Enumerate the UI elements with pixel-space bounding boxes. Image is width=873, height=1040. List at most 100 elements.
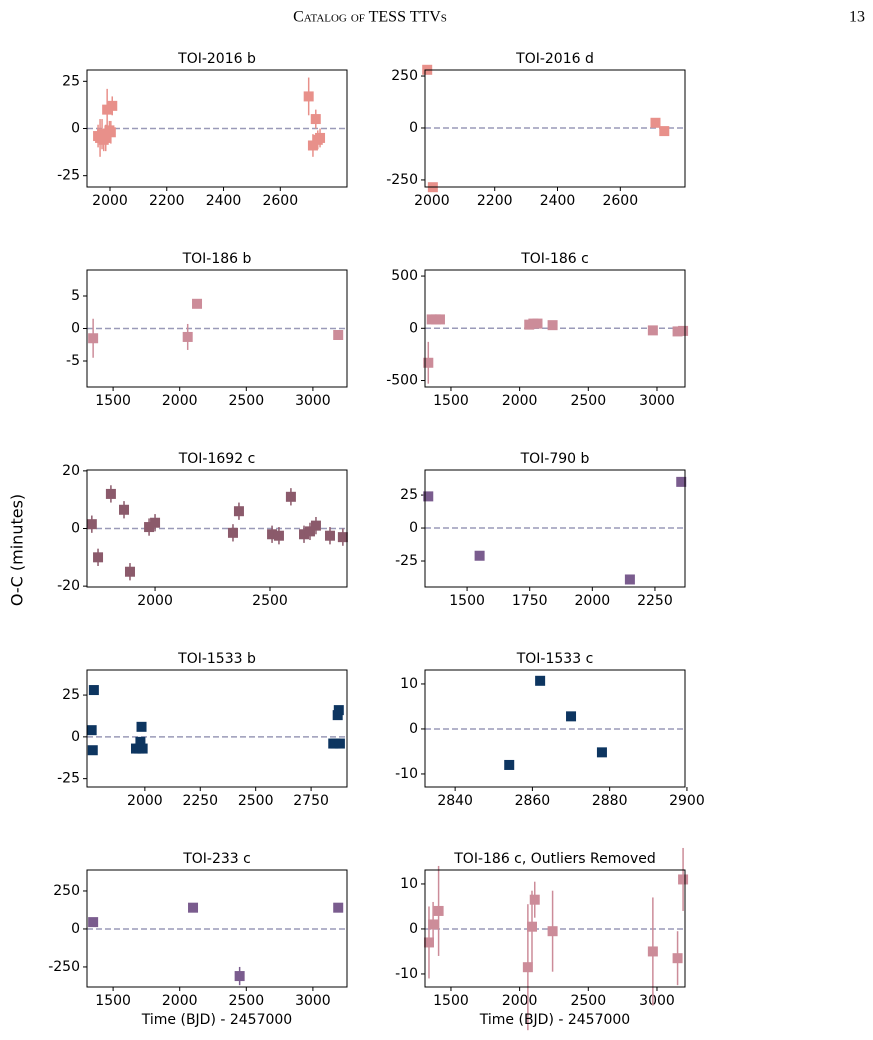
x-tick-label: 3000 — [295, 393, 331, 409]
x-tick-label: 2500 — [570, 393, 606, 409]
point — [647, 325, 658, 336]
y-tick-label: 10 — [400, 876, 418, 892]
point — [227, 527, 238, 538]
point — [188, 902, 199, 913]
panel-title: TOI-1533 c — [516, 651, 594, 667]
point — [136, 721, 147, 732]
x-tick-label: 2000 — [502, 993, 538, 1009]
panel-title: TOI-1533 b — [177, 651, 256, 667]
plot-frame — [424, 69, 686, 188]
x-tick-label: 2000 — [127, 793, 163, 809]
point — [93, 552, 104, 563]
point — [144, 522, 155, 533]
panel-title: TOI-790 b — [520, 451, 590, 467]
y-tick-label: -250 — [386, 172, 418, 188]
point — [333, 705, 344, 716]
point — [192, 298, 203, 309]
y-tick-label: 250 — [391, 68, 418, 84]
x-axis-label: Time (BJD) - 2457000 — [479, 1012, 630, 1028]
x-tick-label: 2000 — [575, 593, 611, 609]
y-axis-label: O-C (minutes) — [8, 494, 27, 606]
x-tick-label: 2000 — [92, 193, 128, 209]
running-title: Catalog of TESS TTVs — [293, 9, 447, 26]
y-tick-label: 0 — [409, 320, 418, 336]
plot-frame — [424, 469, 686, 588]
point — [234, 971, 245, 982]
x-tick-label: 1500 — [433, 393, 469, 409]
panel-title: TOI-186 c — [520, 251, 589, 267]
point — [86, 519, 97, 530]
point — [105, 127, 116, 138]
point — [504, 759, 515, 770]
plot-frame — [424, 869, 686, 988]
y-tick-label: 25 — [62, 687, 80, 703]
x-tick-label: 2750 — [293, 793, 329, 809]
point — [273, 530, 284, 541]
point — [119, 504, 130, 515]
point — [535, 675, 546, 686]
y-tick-label: 0 — [71, 921, 80, 937]
x-tick-label: 2860 — [515, 793, 551, 809]
plot-frame — [86, 669, 348, 788]
point — [672, 953, 683, 964]
y-tick-label: -500 — [386, 373, 418, 389]
y-tick-label: -20 — [57, 578, 80, 594]
point — [303, 91, 314, 102]
point — [299, 529, 310, 540]
plot-frame — [86, 869, 348, 988]
y-tick-label: 0 — [71, 729, 80, 745]
point — [86, 725, 97, 736]
point — [672, 326, 683, 337]
x-tick-label: 1500 — [95, 993, 131, 1009]
point — [678, 874, 689, 885]
x-tick-label: 2500 — [228, 993, 264, 1009]
x-tick-label: 2900 — [669, 793, 705, 809]
panel-title: TOI-2016 d — [515, 51, 594, 67]
point — [310, 520, 321, 531]
y-tick-label: 0 — [409, 520, 418, 536]
point — [676, 476, 687, 487]
point — [433, 905, 444, 916]
y-tick-label: 25 — [62, 73, 80, 89]
point — [310, 114, 321, 125]
x-tick-label: 2600 — [602, 193, 638, 209]
point — [135, 736, 146, 747]
x-tick-label: 2200 — [149, 193, 185, 209]
y-tick-label: 500 — [391, 268, 418, 284]
y-tick-label: 10 — [400, 676, 418, 692]
point — [423, 937, 434, 948]
x-tick-label: 2250 — [637, 593, 673, 609]
plot-frame — [424, 669, 686, 788]
x-tick-label: 3000 — [295, 993, 331, 1009]
x-tick-label: 2400 — [540, 193, 576, 209]
point — [304, 526, 315, 537]
point — [182, 331, 193, 342]
x-tick-label: 1500 — [433, 993, 469, 1009]
x-tick-label: 2000 — [414, 193, 450, 209]
y-tick-label: 0 — [71, 521, 80, 537]
y-tick-label: 0 — [409, 721, 418, 737]
x-tick-label: 2400 — [206, 193, 242, 209]
page-number: 13 — [849, 9, 865, 26]
point — [566, 711, 577, 722]
panel-title: TOI-186 b — [182, 251, 252, 267]
point — [324, 530, 335, 541]
point — [88, 333, 99, 344]
x-tick-label: 1500 — [449, 593, 485, 609]
x-tick-label: 2840 — [437, 793, 473, 809]
point — [332, 710, 343, 721]
point — [137, 743, 148, 754]
point — [87, 745, 98, 756]
y-tick-label: 20 — [62, 463, 80, 479]
point — [333, 902, 344, 913]
point — [659, 126, 670, 137]
y-tick-label: 5 — [71, 288, 80, 304]
point — [532, 318, 543, 329]
y-tick-label: -10 — [395, 766, 418, 782]
plot-frame — [86, 69, 348, 188]
y-tick-label: -5 — [66, 353, 80, 369]
panel-title: TOI-1692 c — [178, 451, 256, 467]
x-tick-label: 3000 — [639, 993, 675, 1009]
point — [88, 917, 99, 928]
y-tick-label: -250 — [48, 959, 80, 975]
